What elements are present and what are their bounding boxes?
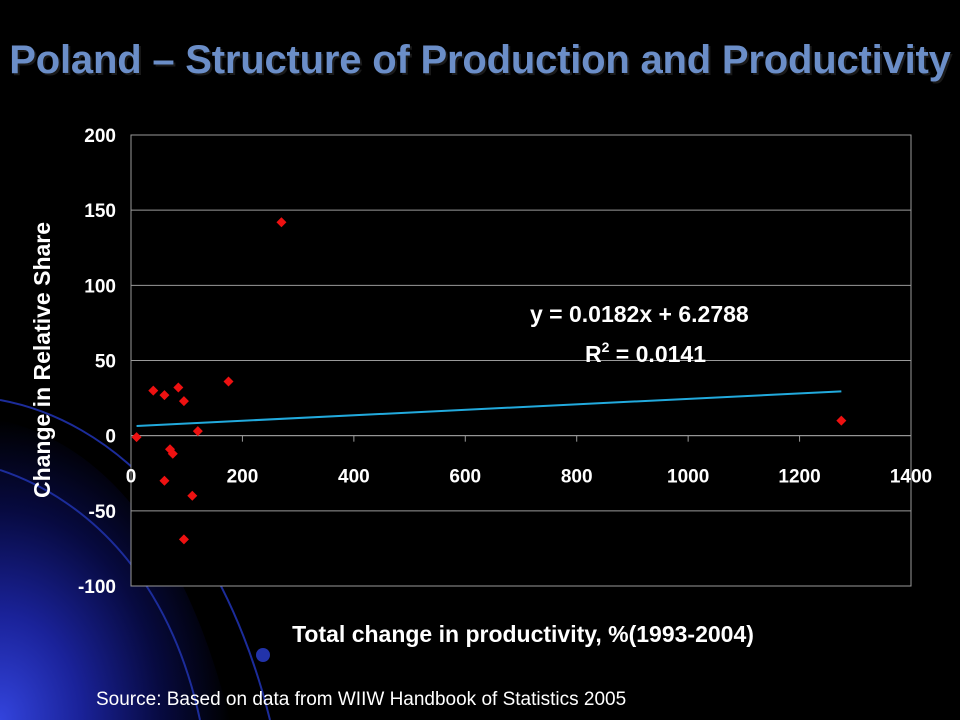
- y-tick-2: 0: [105, 427, 116, 448]
- y-tick-labels: -100 -50 0 50 100 150 200: [78, 126, 116, 598]
- y-tick-1: -50: [89, 502, 116, 523]
- data-point-2: [148, 385, 159, 396]
- y-axis-title: Change in Relative Share: [29, 222, 55, 498]
- gridlines: [130, 134, 912, 512]
- data-point-11: [187, 490, 198, 501]
- x-tick-3: 600: [449, 467, 481, 488]
- data-point-10: [159, 475, 170, 486]
- data-point-3: [173, 382, 184, 393]
- x-axis-title: Total change in productivity, %(1993-200…: [292, 621, 754, 647]
- slide-title: Poland – Structure of Production and Pro…: [9, 38, 951, 82]
- x-tick-labels: 0 200 400 600 800 1000 1200 1400: [126, 467, 932, 488]
- x-tick-2: 400: [338, 467, 370, 488]
- data-point-9: [167, 448, 178, 459]
- data-point-13: [836, 415, 847, 426]
- x-tick-1: 200: [227, 467, 259, 488]
- x-tick-0: 0: [126, 467, 137, 488]
- r2-superscript: 2: [602, 339, 610, 355]
- data-point-0: [276, 217, 287, 228]
- x-tick-5: 1000: [667, 467, 709, 488]
- y-tick-0: -100: [78, 577, 116, 598]
- y-tick-5: 150: [84, 201, 116, 222]
- data-point-7: [131, 432, 142, 443]
- data-point-6: [192, 426, 203, 437]
- data-point-1: [223, 376, 234, 387]
- trendline-equation: y = 0.0182x + 6.2788: [530, 301, 749, 327]
- x-tick-6: 1200: [778, 467, 820, 488]
- r2-value: = 0.0141: [609, 341, 706, 367]
- x-tick-4: 800: [561, 467, 593, 488]
- r-squared-label: R2 = 0.0141: [585, 339, 706, 367]
- data-point-5: [178, 396, 189, 407]
- y-tick-3: 50: [95, 352, 116, 373]
- data-points: [131, 217, 847, 545]
- trendline: [136, 390, 842, 427]
- y-tick-6: 200: [84, 126, 116, 147]
- data-point-4: [159, 390, 170, 401]
- r2-label: R: [585, 341, 602, 367]
- x-tick-7: 1400: [890, 467, 932, 488]
- data-point-12: [178, 534, 189, 545]
- source-note: Source: Based on data from WIIW Handbook…: [96, 689, 627, 710]
- y-tick-4: 100: [84, 276, 116, 297]
